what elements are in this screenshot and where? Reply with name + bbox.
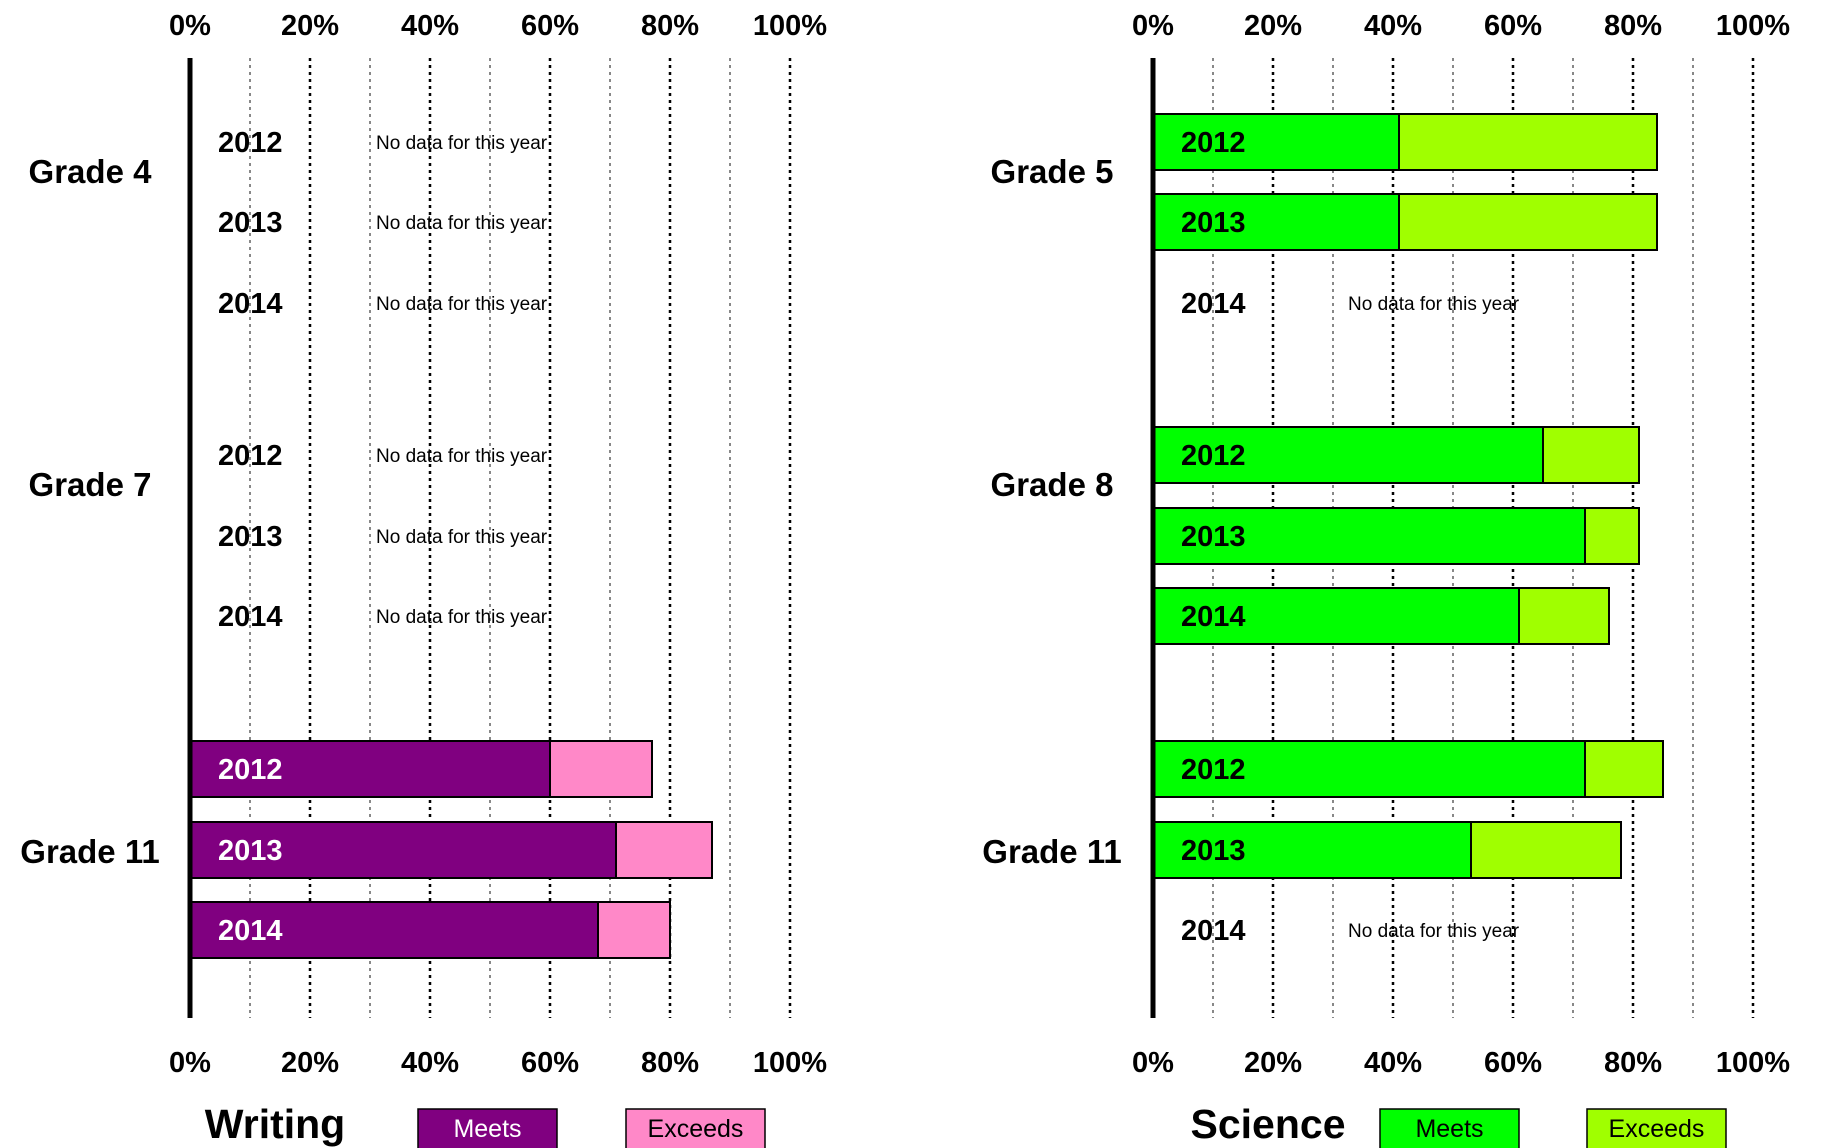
legend-swatch-meets [417,1108,558,1148]
tick-label-bottom: 80% [1604,1047,1662,1079]
no-data-note: No data for this year [376,213,548,234]
legend-swatch-exceeds [1586,1108,1727,1148]
bar-exceeds [1398,193,1658,251]
chart-title: Science [1191,1101,1346,1147]
bar-exceeds [615,821,713,879]
tick-label-top: 100% [1716,10,1790,42]
year-label: 2013 [1181,207,1246,239]
year-label: 2012 [218,440,283,472]
tick-label-bottom: 40% [1364,1047,1422,1079]
tick-label-top: 40% [1364,10,1422,42]
tick-label-top: 0% [1132,10,1174,42]
year-label: 2012 [1181,754,1246,786]
year-label: 2013 [218,835,283,867]
year-label: 2012 [218,127,283,159]
no-data-note: No data for this year [1348,294,1520,315]
year-label: 2014 [218,601,283,633]
bar-exceeds [1398,113,1658,171]
no-data-note: No data for this year [1348,921,1520,942]
year-label: 2013 [218,207,283,239]
bar-exceeds [1584,507,1640,565]
year-label: 2013 [1181,835,1246,867]
tick-label-top: 20% [1244,10,1302,42]
tick-label-top: 40% [401,10,459,42]
grade-label: Grade 11 [982,833,1121,870]
chart-0: 0% 0% 20% 20% 40% 40% 60% 60% 80% 80% 100% 100% Grad… [20,10,827,1148]
legend-label-exceeds: Exceeds [1609,1115,1705,1143]
legend: Science Meets Exceeds [1191,1101,1727,1148]
bar-exceeds [1542,426,1640,484]
no-data-note: No data for this year [376,294,548,315]
bar-meets [189,740,551,798]
tick-label-bottom: 80% [641,1047,699,1079]
tick-label-bottom: 40% [401,1047,459,1079]
year-label: 2012 [218,754,283,786]
tick-label-bottom: 0% [169,1047,211,1079]
tick-label-bottom: 60% [521,1047,579,1079]
bar-exceeds [1584,740,1664,798]
no-data-note: No data for this year [376,133,548,154]
grade-label: Grade 11 [20,833,159,870]
year-label: 2014 [218,915,283,947]
bar-exceeds [597,901,671,959]
year-label: 2014 [218,288,283,320]
tick-label-top: 100% [753,10,827,42]
legend-swatch-exceeds [625,1108,766,1148]
legend-label-meets: Meets [1415,1115,1483,1143]
chart-1: 0% 0% 20% 20% 40% 40% 60% 60% 80% 80% 100% 100% Grad… [982,10,1790,1148]
bar-meets [189,901,599,959]
tick-label-bottom: 20% [281,1047,339,1079]
chart-title: Writing [205,1101,345,1147]
grade-label: Grade 7 [29,466,152,503]
no-data-note: No data for this year [376,446,548,467]
tick-label-bottom: 0% [1132,1047,1174,1079]
tick-label-bottom: 100% [753,1047,827,1079]
bar-exceeds [1518,587,1610,645]
year-label: 2014 [1181,915,1246,947]
grade-label: Grade 8 [991,466,1114,503]
tick-label-top: 80% [641,10,699,42]
legend: Writing Meets Exceeds [205,1101,766,1148]
no-data-note: No data for this year [376,607,548,628]
tick-label-bottom: 60% [1484,1047,1542,1079]
legend-swatch-meets [1379,1108,1520,1148]
legend-label-meets: Meets [453,1115,521,1143]
grade-label: Grade 5 [991,153,1114,190]
year-label: 2014 [1181,601,1246,633]
year-label: 2013 [218,521,283,553]
grade-label: Grade 4 [29,153,153,190]
year-label: 2014 [1181,288,1246,320]
year-label: 2013 [1181,521,1246,553]
bar-meets [1152,113,1400,171]
tick-label-top: 80% [1604,10,1662,42]
tick-label-top: 60% [1484,10,1542,42]
bar-exceeds [1470,821,1622,879]
tick-label-top: 20% [281,10,339,42]
tick-label-top: 0% [169,10,211,42]
tick-label-bottom: 20% [1244,1047,1302,1079]
bar-exceeds [549,740,653,798]
year-label: 2012 [1181,127,1246,159]
legend-label-exceeds: Exceeds [648,1115,744,1143]
no-data-note: No data for this year [376,527,548,548]
tick-label-bottom: 100% [1716,1047,1790,1079]
tick-label-top: 60% [521,10,579,42]
year-label: 2012 [1181,440,1246,472]
bar-meets [1152,740,1586,798]
